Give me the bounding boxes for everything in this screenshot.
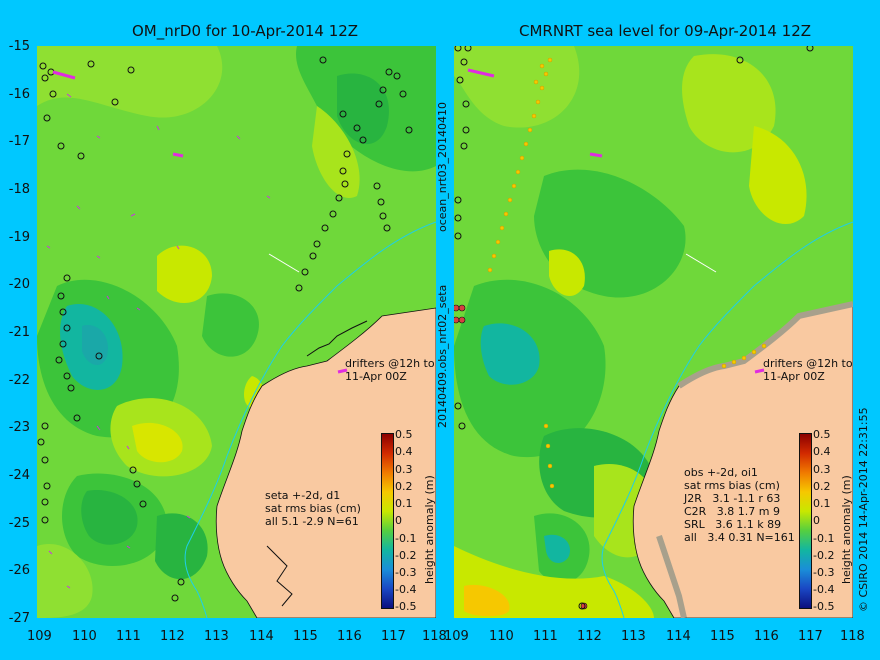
colorbar-tick: -0.3: [395, 566, 417, 579]
right-map-title: CMRNRT sea level for 09-Apr-2014 12Z: [519, 22, 812, 40]
colorbar-gradient: [381, 433, 394, 609]
x-tick-label: 114: [666, 629, 691, 644]
colorbar-title: height anomaly (m): [840, 475, 853, 584]
y-tick-label: -24: [8, 468, 30, 483]
colorbar-tick: -0.3: [813, 566, 835, 579]
y-tick-label: -22: [8, 373, 30, 388]
colorbar-gradient: [799, 433, 812, 609]
x-tick-label: 113: [204, 629, 229, 644]
right-drifters-note: drifters @12h to 11-Apr 00Z: [763, 357, 853, 383]
y-tick-label: -18: [8, 182, 30, 197]
y-tick-label: -23: [8, 420, 30, 435]
middle-label-bottom: 20140409.obs_nrt02_seta: [436, 284, 449, 428]
y-tick-label: -19: [8, 230, 30, 245]
x-tick-label: 109: [27, 629, 52, 644]
colorbar-tick: 0.4: [395, 445, 413, 458]
x-tick-label: 112: [577, 629, 602, 644]
x-tick-label: 117: [798, 629, 823, 644]
left-map-title: OM_nrD0 for 10-Apr-2014 12Z: [132, 22, 359, 40]
colorbar-tick: 0.3: [395, 463, 413, 476]
y-tick-label: -16: [8, 87, 30, 102]
colorbar-tick: 0.5: [395, 428, 413, 441]
y-tick-label: -17: [8, 134, 30, 149]
left-map-panel[interactable]: [37, 46, 436, 618]
x-tick-label: 110: [489, 629, 514, 644]
x-tick-label: 118: [422, 629, 447, 644]
colorbar-tick: 0.2: [813, 480, 831, 493]
y-tick-label: -15: [8, 39, 30, 54]
x-tick-label: 111: [533, 629, 558, 644]
x-tick-label: 116: [337, 629, 362, 644]
colorbar-tick: -0.2: [395, 549, 417, 562]
right-map-panel[interactable]: [454, 46, 853, 618]
y-tick-label: -20: [8, 277, 30, 292]
colorbar-tick: 0: [395, 514, 402, 527]
y-tick-label: -21: [8, 325, 30, 340]
colorbar-tick: 0.1: [395, 497, 413, 510]
colorbar-tick: -0.4: [813, 583, 835, 596]
colorbar-tick: 0.5: [813, 428, 831, 441]
middle-label-top: ocean_nrt03_20140410: [436, 101, 449, 232]
colorbar-tick: -0.2: [813, 549, 835, 562]
colorbar-tick: -0.4: [395, 583, 417, 596]
colorbar-tick: -0.1: [395, 532, 417, 545]
colorbar-tick: 0: [813, 514, 820, 527]
left-drifters-note: drifters @12h to 11-Apr 00Z: [345, 357, 435, 383]
left-stats-box: seta +-2d, d1 sat rms bias (cm) all 5.1 …: [265, 489, 361, 528]
y-tick-label: -25: [8, 516, 30, 531]
x-tick-label: 110: [72, 629, 97, 644]
colorbar-tick: 0.2: [395, 480, 413, 493]
y-tick-label: -27: [8, 611, 30, 626]
x-tick-label: 114: [249, 629, 274, 644]
x-tick-label: 115: [293, 629, 318, 644]
colorbar-tick: -0.1: [813, 532, 835, 545]
x-tick-label: 118: [840, 629, 865, 644]
colorbar-tick: 0.3: [813, 463, 831, 476]
x-tick-label: 117: [381, 629, 406, 644]
colorbar-tick: -0.5: [395, 600, 417, 613]
credit-label: © CSIRO 2014 14-Apr-2014 22:31:55: [857, 407, 870, 612]
y-tick-label: -26: [8, 563, 30, 578]
x-tick-label: 109: [444, 629, 469, 644]
x-tick-label: 112: [160, 629, 185, 644]
colorbar-tick: 0.1: [813, 497, 831, 510]
colorbar-tick: -0.5: [813, 600, 835, 613]
x-tick-label: 115: [710, 629, 735, 644]
x-tick-label: 113: [621, 629, 646, 644]
x-tick-label: 116: [754, 629, 779, 644]
colorbar-tick: 0.4: [813, 445, 831, 458]
right-stats-box: obs +-2d, oi1 sat rms bias (cm) J2R 3.1 …: [684, 466, 795, 544]
colorbar-title: height anomaly (m): [423, 475, 436, 584]
x-tick-label: 111: [116, 629, 141, 644]
